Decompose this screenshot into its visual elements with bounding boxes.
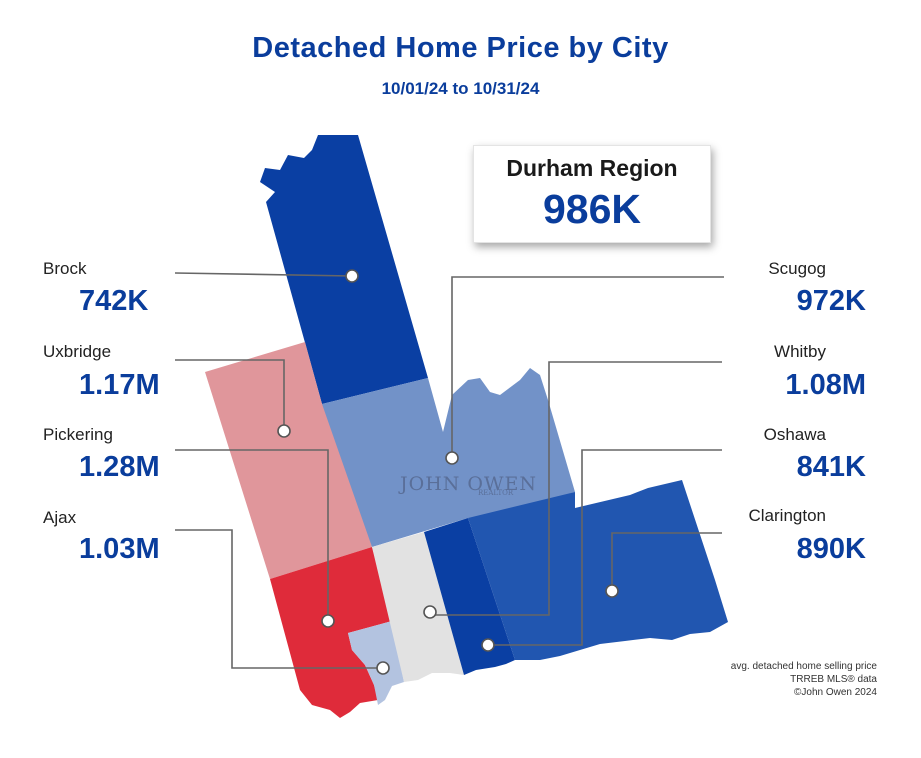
leader-pickering bbox=[175, 449, 329, 620]
leader-uxbridge bbox=[175, 359, 285, 431]
label-scugog-value: 972K bbox=[796, 285, 866, 317]
label-oshawa-name: Oshawa bbox=[763, 425, 826, 444]
watermark-logo: JOHN OWEN bbox=[400, 473, 538, 495]
note-copyright: ©John Owen 2024 bbox=[794, 687, 877, 698]
label-whitby-name: Whitby bbox=[774, 342, 826, 361]
map-title: Detached Home Price by City bbox=[252, 32, 669, 64]
note-metric: avg. detached home selling price bbox=[730, 661, 877, 672]
marker-whitby bbox=[423, 605, 437, 619]
source-notes: avg. detached home selling price TRREB M… bbox=[731, 660, 877, 699]
label-brock-value: 742K bbox=[79, 285, 149, 317]
label-clarington-value: 890K bbox=[796, 533, 866, 565]
region-ajax[interactable] bbox=[348, 621, 404, 705]
watermark-sub: REALTOR bbox=[478, 489, 514, 497]
label-brock-name: Brock bbox=[43, 259, 87, 278]
marker-pickering bbox=[321, 614, 335, 628]
region-whitby[interactable] bbox=[372, 532, 464, 682]
label-ajax-name: Ajax bbox=[43, 508, 77, 527]
label-oshawa-value: 841K bbox=[796, 451, 866, 483]
marker-ajax bbox=[376, 661, 390, 675]
summary-region-name: Durham Region bbox=[506, 155, 678, 181]
leader-ajax bbox=[175, 529, 383, 669]
region-markers bbox=[277, 269, 619, 675]
marker-clarington bbox=[605, 584, 619, 598]
region-uxbridge[interactable] bbox=[205, 342, 372, 579]
region-oshawa[interactable] bbox=[424, 518, 515, 675]
leader-oshawa bbox=[488, 449, 722, 646]
marker-scugog bbox=[445, 451, 459, 465]
marker-brock bbox=[345, 269, 359, 283]
leader-scugog bbox=[451, 276, 724, 458]
leader-lines bbox=[174, 272, 724, 669]
label-clarington-name: Clarington bbox=[748, 506, 827, 525]
durham-summary-card: Durham Region 986K bbox=[473, 145, 711, 243]
marker-uxbridge bbox=[277, 424, 291, 438]
label-uxbridge-value: 1.17M bbox=[79, 369, 160, 401]
label-pickering-value: 1.28M bbox=[79, 451, 160, 483]
leader-whitby bbox=[430, 361, 722, 616]
leader-clarington bbox=[611, 532, 722, 591]
label-scugog-name: Scugog bbox=[768, 259, 826, 278]
region-pickering[interactable] bbox=[270, 547, 392, 718]
date-range: 10/01/24 to 10/31/24 bbox=[381, 79, 540, 98]
region-brock[interactable] bbox=[260, 135, 428, 404]
label-whitby-value: 1.08M bbox=[785, 369, 866, 401]
summary-region-value: 986K bbox=[542, 186, 641, 232]
note-source: TRREB MLS® data bbox=[790, 674, 877, 685]
label-pickering-name: Pickering bbox=[43, 425, 113, 444]
label-ajax-value: 1.03M bbox=[79, 533, 160, 565]
marker-oshawa bbox=[481, 638, 495, 652]
leader-brock bbox=[174, 272, 353, 277]
label-uxbridge-name: Uxbridge bbox=[43, 342, 112, 361]
